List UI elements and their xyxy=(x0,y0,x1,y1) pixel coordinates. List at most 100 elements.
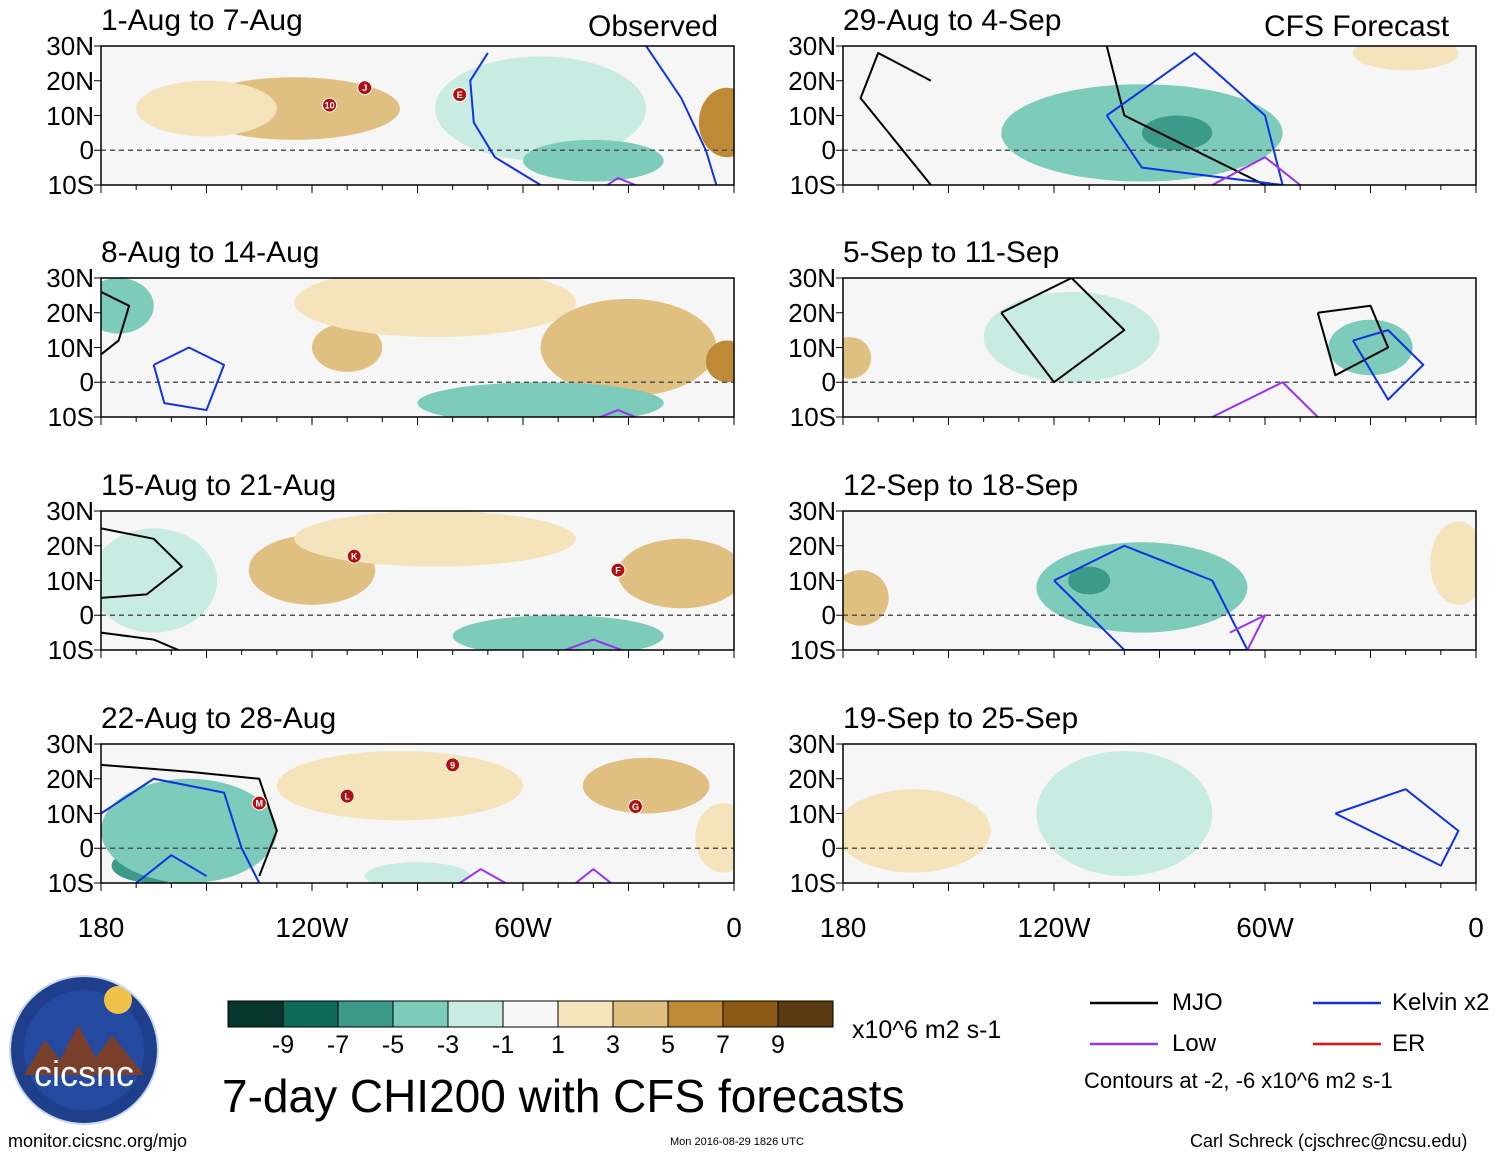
contour-kelvin xyxy=(1334,788,1460,867)
lon-label: 0 xyxy=(726,912,742,943)
contour-low xyxy=(564,638,622,650)
anomaly-blob xyxy=(1352,46,1459,71)
lat-label: 20N xyxy=(46,530,94,561)
storm-label: 9 xyxy=(450,760,455,770)
contour-kelvin xyxy=(1352,329,1425,401)
panel-title: 29-Aug to 4-Sep xyxy=(843,4,1062,37)
colorbar-swatch xyxy=(392,1000,449,1028)
lon-label: 60W xyxy=(1236,912,1294,943)
legend-lines xyxy=(1090,1001,1381,1046)
lat-label: 0 xyxy=(821,367,836,398)
lat-label: 10S xyxy=(47,402,94,432)
anomaly-blob xyxy=(540,298,717,397)
colorbar-swatch xyxy=(502,1000,559,1028)
anomaly-blob xyxy=(364,862,471,883)
panel-fc-2 xyxy=(836,277,1477,425)
colorbar-swatch xyxy=(282,1000,339,1028)
anomaly-blob xyxy=(1141,115,1213,151)
lon-label: 60W xyxy=(494,912,552,943)
storm-label: J xyxy=(362,83,367,93)
contour-kelvin xyxy=(1053,544,1249,650)
colorbar-swatch xyxy=(557,1000,614,1028)
storm-marker: G xyxy=(628,799,644,815)
colorbar xyxy=(227,1000,834,1028)
storm-label: E xyxy=(457,90,463,100)
lat-label: 30N xyxy=(46,496,94,526)
anomaly-blob xyxy=(101,528,218,633)
contour-kelvin xyxy=(469,52,542,185)
lat-label: 30N xyxy=(788,496,836,526)
lat-label: 0 xyxy=(79,600,94,631)
contour-note: Contours at -2, -6 x10^6 m2 s-1 xyxy=(1084,1068,1393,1093)
contour-mjo xyxy=(1316,304,1390,377)
colorbar-swatch xyxy=(722,1000,779,1028)
contour-kelvin xyxy=(645,46,718,185)
contour-low xyxy=(575,868,612,883)
anomaly-blob xyxy=(523,139,664,182)
footer-timestamp: Mon 2016-08-29 1826 UTC xyxy=(670,1136,804,1148)
anomaly-blob xyxy=(843,337,872,379)
lat-label: 10S xyxy=(789,170,836,200)
panel-title: 15-Aug to 21-Aug xyxy=(101,469,337,502)
colorbar-tick-label: 7 xyxy=(716,1031,730,1059)
storm-marker: J xyxy=(357,80,373,96)
colorbar-swatch xyxy=(612,1000,669,1028)
storm-marker: 9 xyxy=(445,757,461,773)
lat-label: 10N xyxy=(46,332,94,363)
colorbar-tick-label: 5 xyxy=(661,1031,675,1059)
lat-label: 0 xyxy=(79,135,94,166)
lat-label: 0 xyxy=(79,367,94,398)
colorbar-tick-label: -9 xyxy=(271,1031,295,1059)
colorbar-swatch xyxy=(447,1000,504,1028)
panel-fc-3 xyxy=(836,510,1477,658)
lat-label: 20N xyxy=(46,297,94,328)
footer-author: Carl Schreck (cjschrec@ncsu.edu) xyxy=(1190,1131,1468,1151)
lat-label: 10S xyxy=(47,635,94,665)
anomaly-blob xyxy=(276,750,523,821)
lat-label: 30N xyxy=(46,729,94,759)
storm-label: K xyxy=(351,552,358,562)
panel-obs-2 xyxy=(94,277,735,425)
contour-low xyxy=(1229,614,1266,650)
contour-mjo xyxy=(101,631,179,650)
anomaly-blob xyxy=(136,80,277,137)
lat-label: 20N xyxy=(788,297,836,328)
storm-marker: F xyxy=(610,562,626,578)
colorbar-tick-label: 9 xyxy=(771,1031,785,1059)
column-title-observed: Observed xyxy=(588,10,719,43)
panel-fc-1 xyxy=(836,45,1477,193)
anomaly-blob xyxy=(582,757,710,814)
colorbar-swatch xyxy=(667,1000,724,1028)
storm-marker: 10 xyxy=(322,97,338,113)
contour-low xyxy=(1211,381,1319,417)
contour-mjo xyxy=(1105,46,1266,185)
contour-kelvin xyxy=(101,777,261,883)
storm-marker: M xyxy=(251,795,267,811)
lat-label: 10S xyxy=(47,170,94,200)
contour-low xyxy=(1211,156,1301,185)
anomaly-blob xyxy=(312,323,383,372)
lat-label: 20N xyxy=(788,530,836,561)
colorbar-swatch xyxy=(227,1000,284,1028)
lon-label: 0 xyxy=(1468,912,1484,943)
lon-label: 120W xyxy=(275,912,349,943)
contour-mjo xyxy=(859,51,932,185)
anomaly-blob xyxy=(294,278,576,338)
anomaly-blob xyxy=(617,538,734,609)
lat-label: 10S xyxy=(789,868,836,898)
colorbar-tick-label: -5 xyxy=(381,1031,405,1059)
anomaly-blob xyxy=(1001,84,1283,182)
lat-label: 10N xyxy=(46,100,94,131)
lat-label: 10S xyxy=(47,868,94,898)
panel-obs-4: M L 9 G xyxy=(94,743,735,891)
anomaly-blob xyxy=(1328,319,1413,376)
lat-label: 30N xyxy=(788,263,836,293)
contour-low xyxy=(599,409,636,417)
lat-label: 30N xyxy=(788,729,836,759)
lat-label: 20N xyxy=(788,65,836,96)
lat-label: 0 xyxy=(821,600,836,631)
lat-label: 10N xyxy=(46,798,94,829)
lat-label: 20N xyxy=(46,763,94,794)
lat-label: 0 xyxy=(821,135,836,166)
legend-label: Low xyxy=(1172,1030,1217,1057)
